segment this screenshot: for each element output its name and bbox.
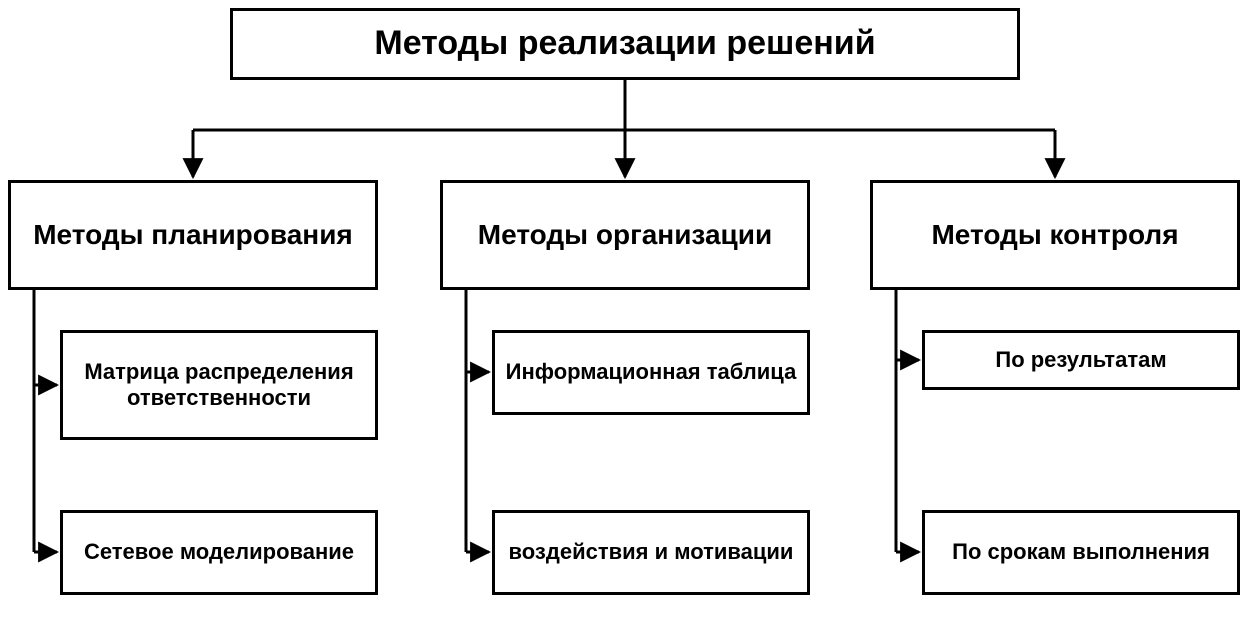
item-label: воздействия и мотивации bbox=[509, 539, 794, 565]
category-planning: Методы планирования bbox=[8, 180, 378, 290]
title-box: Методы реализации решений bbox=[230, 8, 1020, 80]
category-control: Методы контроля bbox=[870, 180, 1240, 290]
item-control-1: По срокам выполнения bbox=[922, 510, 1240, 595]
item-label: По результатам bbox=[995, 347, 1166, 373]
item-organization-1: воздействия и мотивации bbox=[492, 510, 810, 595]
item-planning-0: Матрица распределения ответственности bbox=[60, 330, 378, 440]
category-label: Методы планирования bbox=[33, 218, 353, 252]
item-label: Информационная таблица bbox=[506, 359, 797, 385]
item-label: Матрица распределения ответственности bbox=[63, 359, 375, 412]
item-label: По срокам выполнения bbox=[952, 539, 1210, 565]
category-label: Методы контроля bbox=[931, 218, 1178, 252]
category-label: Методы организации bbox=[478, 218, 772, 252]
category-organization: Методы организации bbox=[440, 180, 810, 290]
item-control-0: По результатам bbox=[922, 330, 1240, 390]
item-planning-1: Сетевое моделирование bbox=[60, 510, 378, 595]
item-label: Сетевое моделирование bbox=[84, 539, 354, 565]
title-text: Методы реализации решений bbox=[374, 25, 875, 62]
item-organization-0: Информационная таблица bbox=[492, 330, 810, 415]
